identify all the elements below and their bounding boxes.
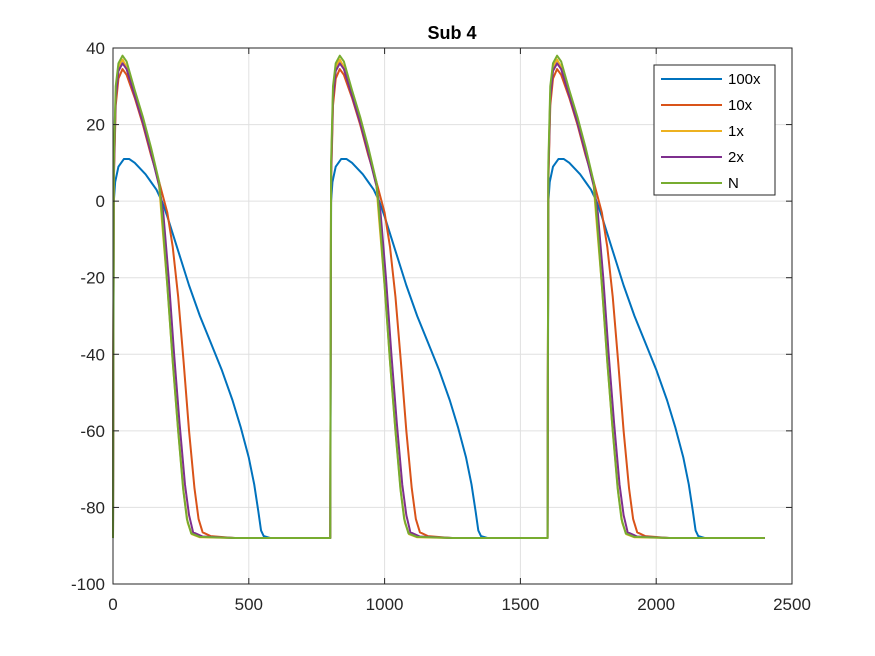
legend-label-100x: 100x — [728, 71, 761, 88]
series-line-10x — [112, 68, 765, 540]
y-tick-label: -100 — [71, 575, 105, 594]
y-tick-label: 0 — [96, 192, 105, 211]
y-tick-label: -80 — [80, 498, 105, 517]
chart-title: Sub 4 — [427, 23, 476, 43]
y-tick-label: 40 — [86, 39, 105, 58]
x-tick-label: 2500 — [773, 595, 811, 614]
y-tick-label: 20 — [86, 116, 105, 135]
legend: 100x 10x 1x 2x N — [653, 64, 776, 196]
y-tick-label: -40 — [80, 345, 105, 364]
x-tick-label: 1500 — [501, 595, 539, 614]
series-layer — [112, 54, 765, 540]
x-tick-label: 500 — [235, 595, 263, 614]
x-tick-label: 0 — [108, 595, 117, 614]
x-tick-label: 2000 — [637, 595, 675, 614]
y-tick-label: -20 — [80, 269, 105, 288]
legend-label-n: N — [728, 175, 739, 192]
legend-label-1x: 1x — [728, 123, 744, 140]
x-tick-label: 1000 — [366, 595, 404, 614]
legend-label-2x: 2x — [728, 149, 744, 166]
plot-frame — [112, 47, 793, 585]
legend-label-10x: 10x — [728, 97, 753, 114]
series-line-100x — [112, 158, 765, 540]
series-line-n — [112, 54, 765, 540]
tick-layer: 0 500 1000 1500 2000 2500 -100 -80 -60 -40 -20 0 20 4… — [71, 39, 811, 614]
y-tick-label: -60 — [80, 422, 105, 441]
